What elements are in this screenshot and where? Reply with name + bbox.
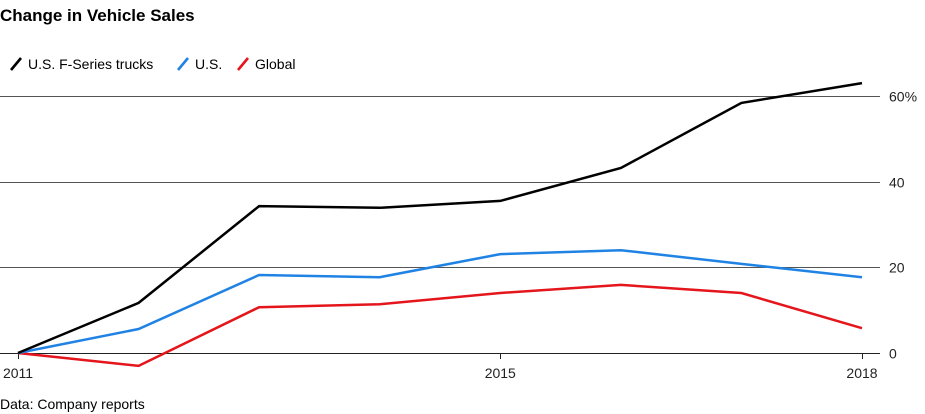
x-tick-label: 2011 [3, 365, 33, 381]
series-line-global [17, 283, 863, 368]
x-tick-label: 2015 [485, 365, 516, 381]
legend-item-global: Global [237, 55, 295, 73]
legend-item-f-series-trucks: U.S. F-Series trucks [10, 55, 153, 73]
x-tick-label: 2018 [846, 365, 877, 381]
legend-item-us: U.S. [177, 55, 222, 73]
y-axis-tick-labels: 0 20 40 60% [889, 89, 917, 362]
y-tick-label: 0 [889, 346, 897, 362]
y-tick-label: 60% [889, 89, 917, 105]
legend-line-icon [237, 57, 249, 71]
series-line-u-s-f-series-trucks [17, 81, 863, 355]
source-note: Data: Company reports [0, 396, 145, 412]
chart-title: Change in Vehicle Sales [0, 6, 195, 25]
series-line-u-s [17, 248, 863, 355]
series-lines [17, 81, 863, 368]
legend-label: Global [255, 56, 296, 72]
legend-label: U.S. [195, 56, 223, 72]
gridlines [0, 96, 880, 354]
legend-line-icon [177, 57, 189, 71]
y-tick-label: 20 [889, 260, 905, 276]
legend-line-icon [10, 57, 22, 71]
x-axis: 2011 2015 2018 [3, 353, 878, 381]
y-tick-label: 40 [889, 175, 905, 191]
legend-label: U.S. F-Series trucks [28, 56, 154, 72]
